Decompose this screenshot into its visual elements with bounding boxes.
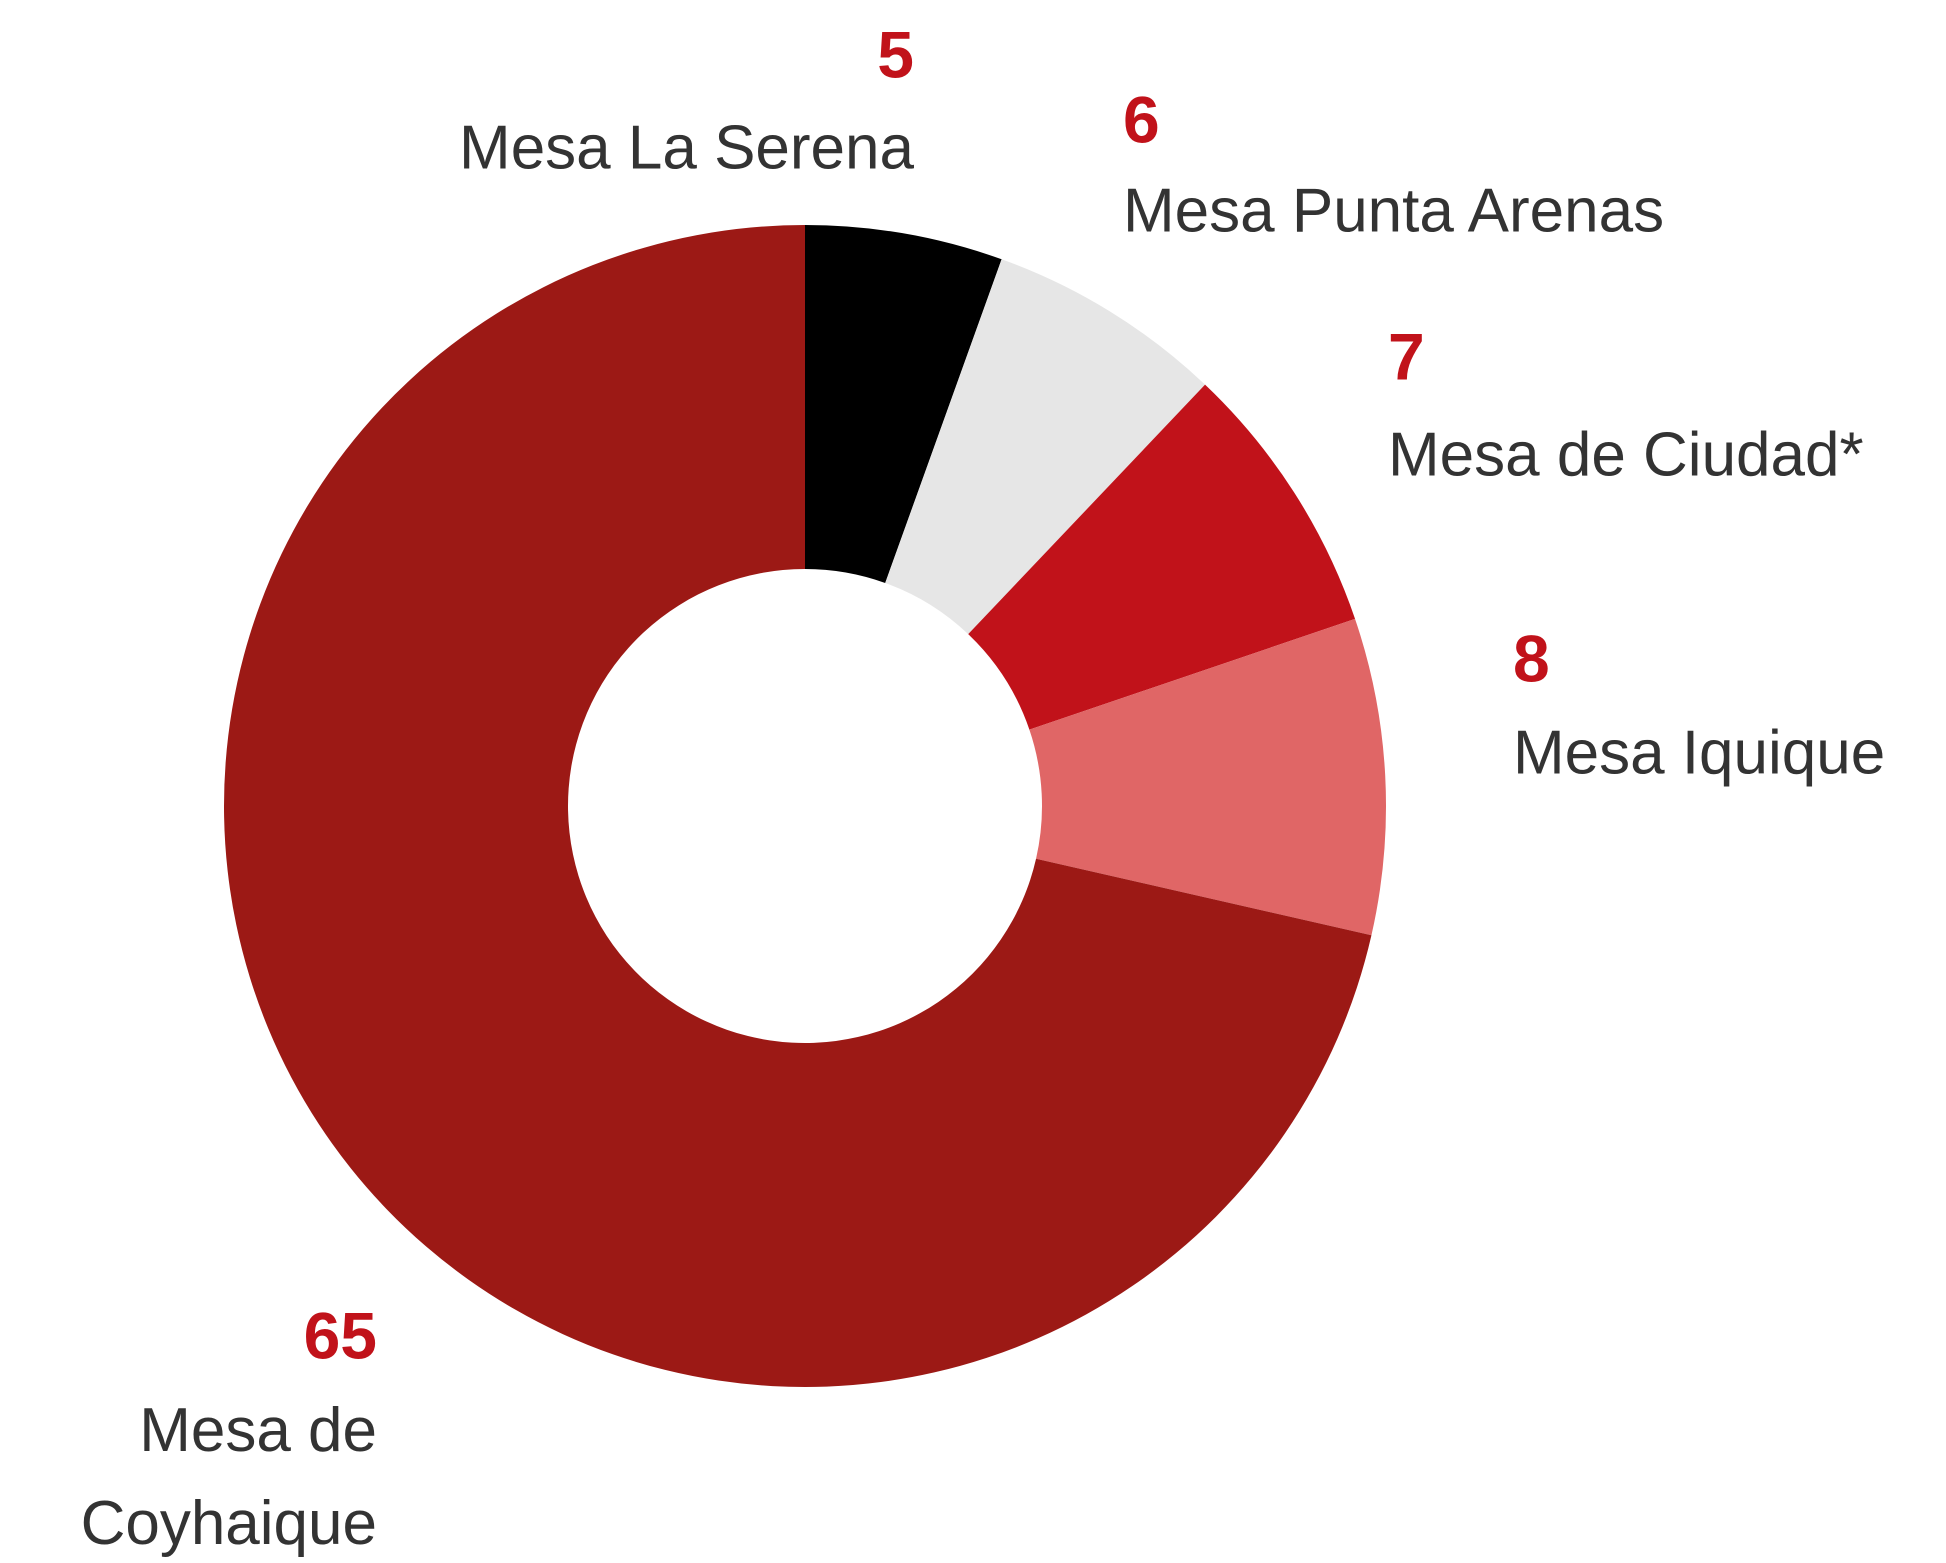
category-label: Mesa de Ciudad*: [1388, 420, 1864, 489]
category-label: Mesa Iquique: [1513, 718, 1885, 787]
donut-slice: [1029, 618, 1386, 936]
donut-slice: [885, 259, 1206, 635]
value-label: 5: [877, 17, 914, 91]
value-label: 7: [1388, 319, 1425, 393]
value-label: 6: [1123, 82, 1160, 156]
donut-slice: [224, 224, 1372, 1387]
value-label: 8: [1513, 621, 1550, 695]
donut-slice: [968, 384, 1356, 730]
value-label: 65: [304, 1298, 377, 1372]
category-label: Mesa La Serena: [459, 113, 914, 182]
category-label: Mesa Punta Arenas: [1123, 176, 1664, 245]
category-label: Mesa de Coyhaique: [81, 1396, 377, 1558]
donut-slice: [805, 225, 1002, 583]
